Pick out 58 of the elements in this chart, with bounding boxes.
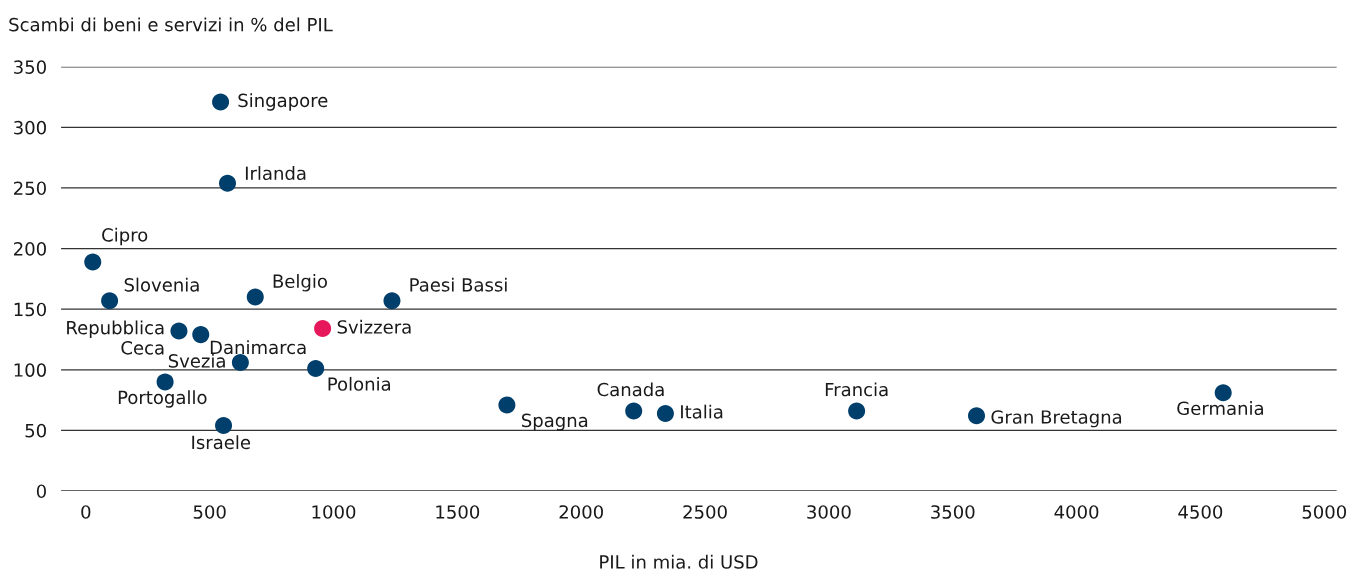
point <box>101 292 119 310</box>
annotation: Germania <box>1177 401 1263 416</box>
point <box>656 404 674 422</box>
y-tick-label: 300 <box>14 120 46 135</box>
x-axis-title: PIL in mia. di USD <box>600 554 758 569</box>
point <box>968 407 986 425</box>
point <box>219 174 237 192</box>
annotation: Svezia <box>168 353 225 368</box>
point <box>625 402 643 420</box>
annotation: Italia <box>681 404 723 419</box>
y-tick-label: 150 <box>14 302 46 317</box>
x-tick-label: 500 <box>193 505 226 519</box>
annotation: Paesi Bassi <box>410 277 507 292</box>
x-tick-label: 1500 <box>436 505 480 519</box>
x-tick-label: 3500 <box>931 505 975 519</box>
x-tick-label: 1000 <box>312 505 356 519</box>
y-tick-label: 250 <box>14 181 46 196</box>
point <box>246 288 264 306</box>
annotation: Slovenia <box>124 277 199 292</box>
y-tick-label: 0 <box>36 484 46 499</box>
point <box>84 253 102 271</box>
annotation: Francia <box>825 382 888 397</box>
annotation: Portogallo <box>118 390 207 408</box>
annotation: Cipro <box>102 227 148 246</box>
y-tick-label: 50 <box>25 423 46 438</box>
annotation: Irlanda <box>245 166 306 181</box>
y-tick-label: 100 <box>14 363 46 377</box>
y-tick-label: 200 <box>14 242 46 256</box>
annotation: Belgio <box>273 274 327 292</box>
x-tick-label: 0 <box>81 505 91 519</box>
x-tick-label: 2000 <box>559 505 603 519</box>
annotation: Singapore <box>238 93 328 111</box>
x-tick-label: 4000 <box>1054 505 1099 519</box>
annotation: Svizzera <box>337 319 411 334</box>
annotation: Spagna <box>521 413 588 431</box>
y-tick-label: 350 <box>14 60 46 74</box>
point <box>498 396 516 414</box>
x-tick-label: 5000 <box>1302 505 1347 519</box>
annotation: Israele <box>192 435 251 450</box>
annotation: Repubblica Ceca <box>67 320 164 355</box>
annotation: Gran Bretagna <box>991 410 1122 428</box>
point <box>170 322 188 340</box>
point <box>212 93 230 111</box>
x-tick-label: 2500 <box>683 505 727 519</box>
point <box>192 326 210 344</box>
annotation: Danimarca <box>210 340 306 355</box>
point <box>383 292 401 310</box>
x-tick-label: 4500 <box>1178 505 1223 519</box>
y-axis-title: Scambi di beni e servizi in % del PIL <box>9 17 333 32</box>
point <box>215 417 233 435</box>
point <box>156 373 174 391</box>
x-tick-label: 3000 <box>807 505 851 519</box>
point <box>314 320 332 338</box>
point <box>307 360 325 378</box>
point <box>848 402 866 420</box>
annotation: Canada <box>597 382 664 397</box>
point <box>1214 384 1232 402</box>
annotation: Polonia <box>328 376 391 391</box>
